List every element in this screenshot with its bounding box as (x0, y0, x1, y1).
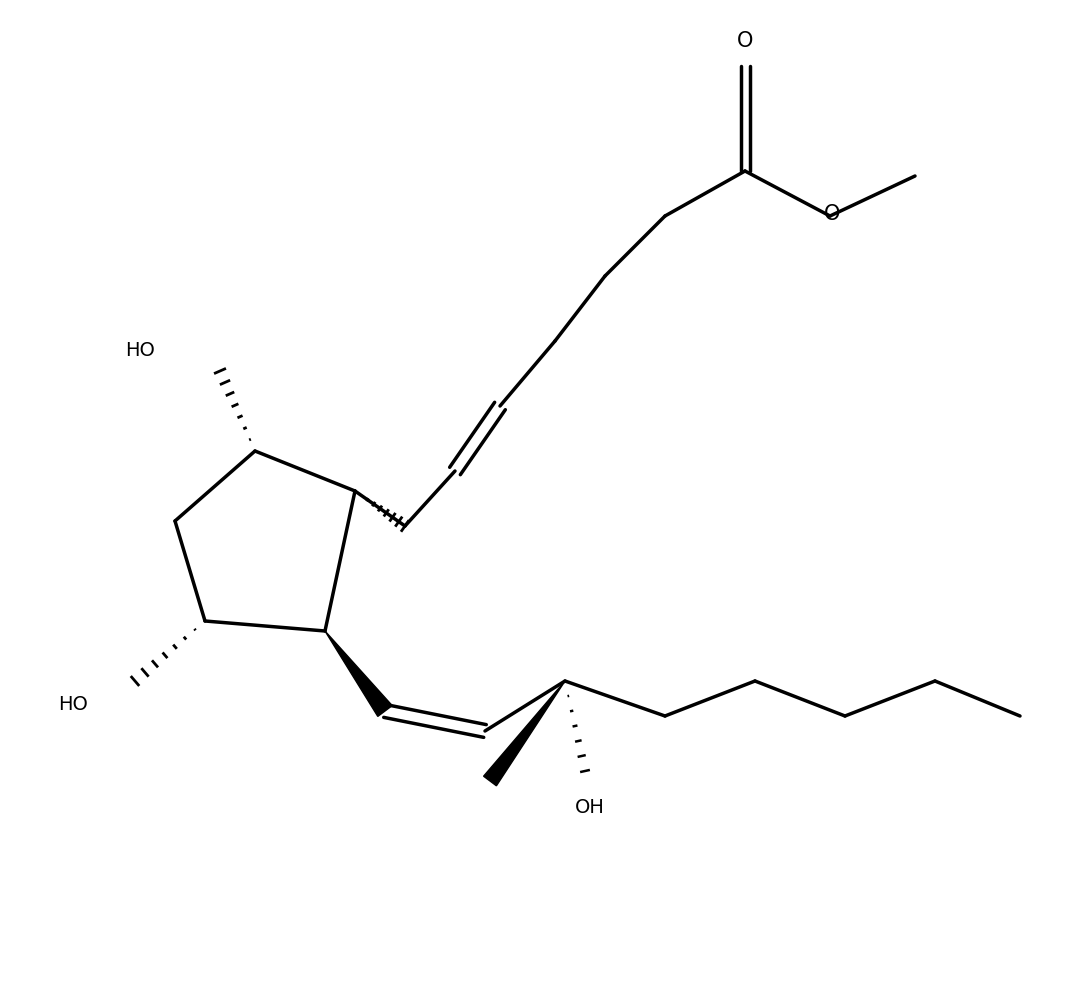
Text: HO: HO (125, 341, 155, 361)
Polygon shape (483, 681, 565, 786)
Text: OH: OH (576, 798, 605, 817)
Text: O: O (737, 31, 753, 51)
Text: O: O (824, 204, 840, 224)
Text: HO: HO (59, 694, 88, 714)
Polygon shape (325, 631, 392, 717)
